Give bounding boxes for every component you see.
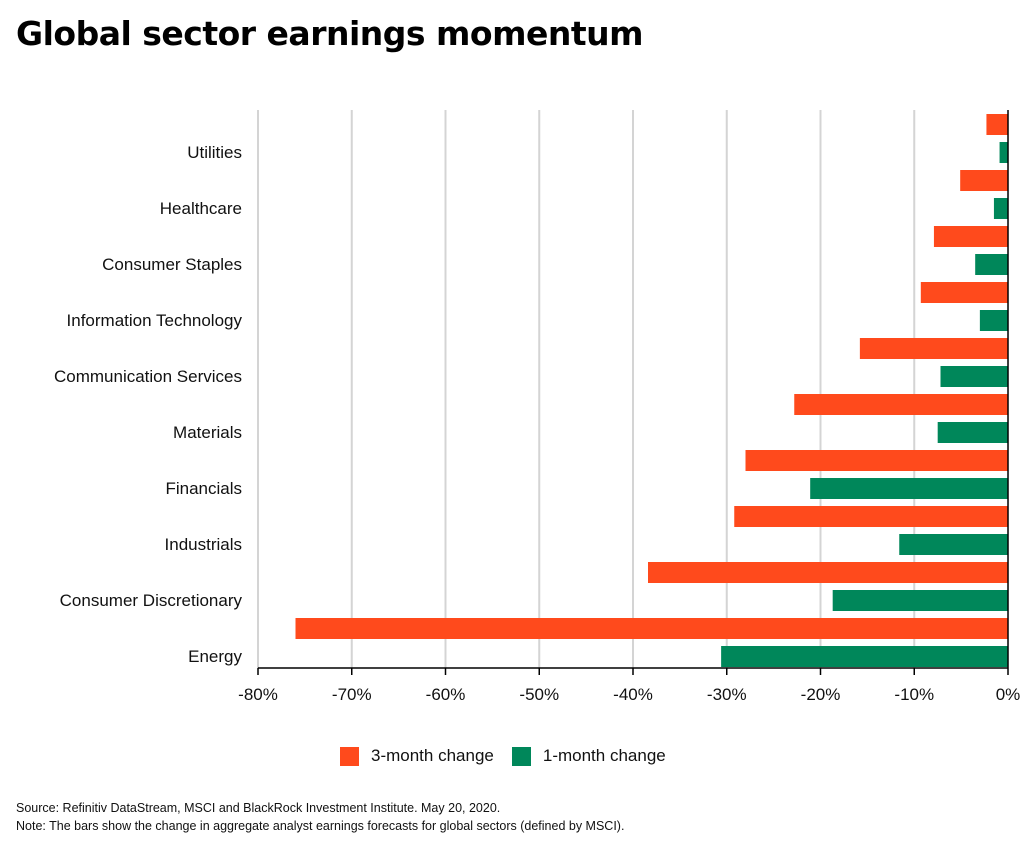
category-label: Consumer Discretionary <box>60 591 243 610</box>
gridlines <box>257 110 916 668</box>
source-note: Source: Refinitiv DataStream, MSCI and B… <box>16 801 501 815</box>
bar-1-month <box>975 254 1008 275</box>
legend-item-1-month: 1-month change <box>511 746 666 766</box>
category-label: Utilities <box>187 143 242 162</box>
bar-1-month <box>937 422 1008 443</box>
legend-item-3-month: 3-month change <box>340 746 494 766</box>
bar-3-month <box>986 114 1008 135</box>
bar-1-month <box>832 590 1008 611</box>
category-label: Information Technology <box>67 311 243 330</box>
legend-swatch-3-month <box>340 746 359 766</box>
bar-3-month <box>745 450 1008 471</box>
labels: -80% -70% -60% -50% -40% -30% -20% -10% 0% Utilit… <box>54 143 1020 704</box>
category-label: Communication Services <box>54 367 242 386</box>
bar-1-month <box>993 198 1008 219</box>
bar-3-month <box>734 506 1008 527</box>
bar-1-month <box>940 366 1008 387</box>
x-tick-label: -30% <box>707 685 747 704</box>
category-label: Consumer Staples <box>102 255 242 274</box>
category-label: Financials <box>165 479 242 498</box>
legend-swatch-1-month <box>511 746 531 766</box>
definition-note: Note: The bars show the change in aggreg… <box>16 819 625 833</box>
bar-3-month <box>794 394 1008 415</box>
x-tick-label: 0% <box>996 685 1021 704</box>
bar-3-month <box>933 226 1008 247</box>
axes <box>257 110 1009 675</box>
category-label: Healthcare <box>160 199 242 218</box>
bar-1-month <box>810 478 1008 499</box>
x-tick-label: -60% <box>426 685 466 704</box>
category-label: Materials <box>173 423 242 442</box>
bar-1-month <box>999 142 1008 163</box>
bars <box>295 114 1008 667</box>
legend-label-1-month: 1-month change <box>542 746 666 765</box>
x-tick-label: -40% <box>613 685 653 704</box>
category-label: Industrials <box>165 535 242 554</box>
bar-3-month <box>859 338 1008 359</box>
bar-3-month <box>295 618 1008 639</box>
x-tick-label: -20% <box>801 685 841 704</box>
x-tick-label: -80% <box>238 685 278 704</box>
footnotes: Source: Refinitiv DataStream, MSCI and B… <box>16 799 624 835</box>
x-tick-label: -70% <box>332 685 372 704</box>
legend: 3-month change 1-month change <box>340 746 684 766</box>
bar-3-month <box>920 282 1008 303</box>
bar-1-month <box>979 310 1008 331</box>
bar-1-month <box>721 646 1008 667</box>
bar-chart: -80% -70% -60% -50% -40% -30% -20% -10% 0% Utilit… <box>54 110 1020 704</box>
bar-1-month <box>899 534 1008 555</box>
x-tick-label: -50% <box>519 685 559 704</box>
bar-3-month <box>960 170 1008 191</box>
chart-title: Global sector earnings momentum <box>16 14 644 53</box>
legend-label-3-month: 3-month change <box>371 746 494 765</box>
x-tick-label: -10% <box>894 685 934 704</box>
bar-3-month <box>648 562 1008 583</box>
category-label: Energy <box>188 647 242 666</box>
